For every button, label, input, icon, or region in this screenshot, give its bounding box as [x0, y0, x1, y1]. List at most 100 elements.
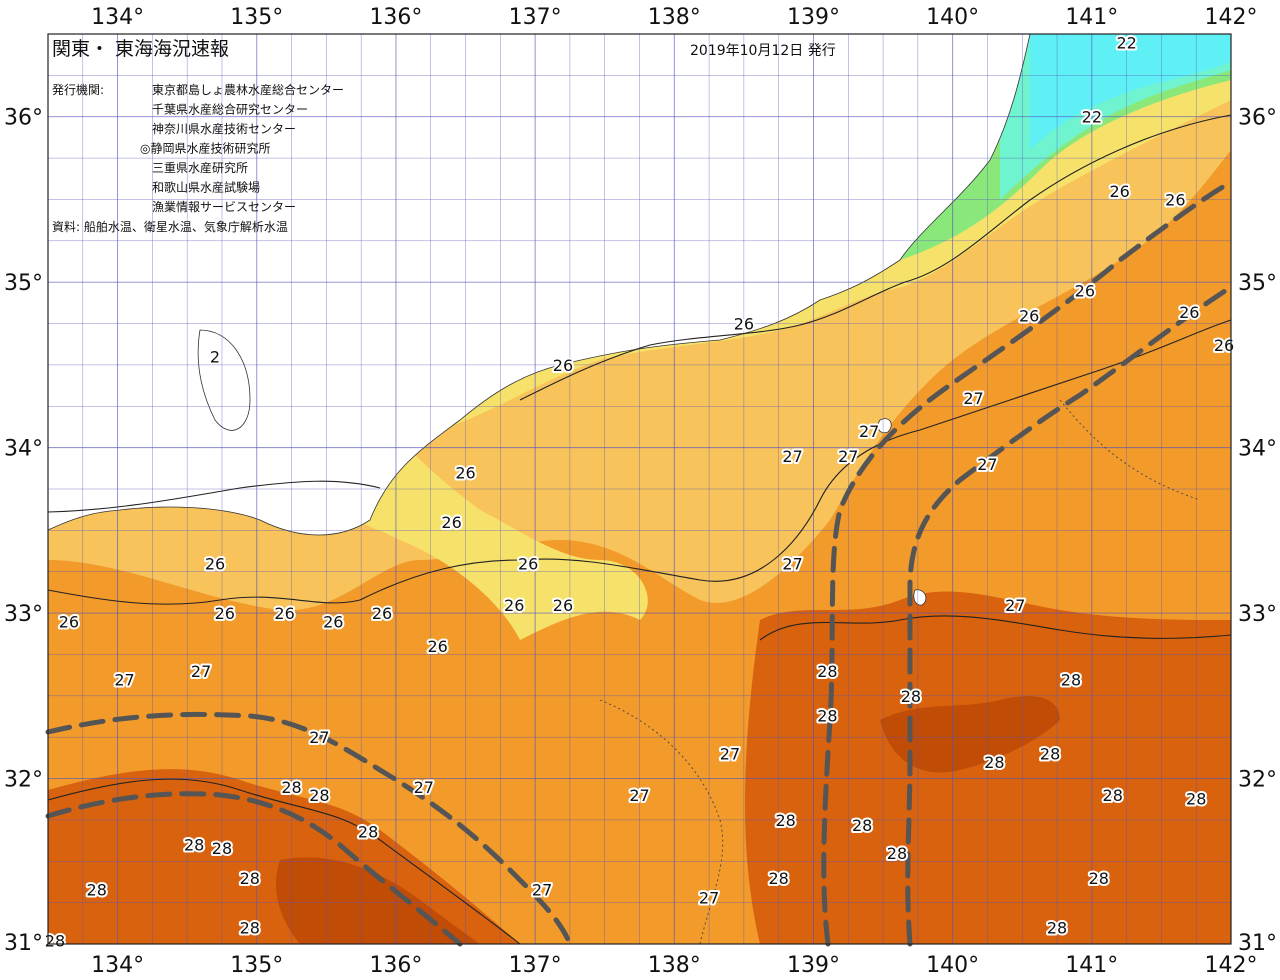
- isotherm-label: 27: [977, 455, 997, 474]
- isotherm-26-north: [47, 114, 1232, 513]
- isotherm-label: 28: [281, 778, 301, 797]
- land-awaji: [197, 329, 251, 431]
- latitude-tick-label: 35°: [1238, 271, 1277, 296]
- temp-zone-22: [1030, 34, 1231, 150]
- isotherm-label: 26: [1075, 281, 1095, 300]
- latitude-tick-label: 32°: [4, 768, 43, 793]
- longitude-tick-label: 141°: [1065, 953, 1118, 978]
- longitude-tick-label: 136°: [369, 5, 422, 30]
- latitude-axis-left: 36° 35° 34° 33° 32° 31°: [4, 106, 43, 956]
- longitude-tick-label: 138°: [648, 953, 701, 978]
- isotherm-label: 27: [720, 745, 740, 764]
- map-title: 関東・ 東海海況速報: [52, 38, 229, 60]
- publisher-list: 東京都島しょ農林水産総合センター千葉県水産総合研究センター神奈川県水産技術センタ…: [140, 82, 344, 214]
- latitude-tick-label: 31°: [1238, 931, 1277, 956]
- longitude-tick-label: 134°: [91, 5, 144, 30]
- longitude-tick-label: 134°: [91, 953, 144, 978]
- isotherm-label: 26: [553, 356, 573, 375]
- isotherm-label: 26: [205, 554, 225, 573]
- land-honshu: [47, 33, 1031, 536]
- isotherm-label: 26: [1179, 303, 1199, 322]
- isotherm-label: 28: [817, 662, 837, 681]
- isotherm-label: 27: [963, 389, 983, 408]
- isotherm-label: 26: [372, 604, 392, 623]
- isotherm-label: 28: [768, 869, 788, 888]
- temp-zone-28-east: [745, 591, 1231, 944]
- isotherm-label: 28: [817, 707, 837, 726]
- longitude-axis-top: 134° 135° 136° 137° 138° 139° 140° 141° 142°: [91, 5, 1257, 30]
- kuroshio-axis-west-south: [45, 791, 463, 947]
- isotherm-label: 28: [212, 839, 232, 858]
- land-layer: [47, 33, 1031, 606]
- lat-lon-grid: [48, 34, 1231, 944]
- land-island-south: [913, 589, 927, 606]
- plot-frame: [47, 33, 1232, 945]
- longitude-tick-label: 137°: [509, 5, 562, 30]
- isotherm-label: 28: [1089, 869, 1109, 888]
- longitude-tick-label: 135°: [230, 953, 283, 978]
- isotherm-label: 27: [532, 880, 552, 899]
- isotherm-label: 26: [274, 604, 294, 623]
- longitude-tick-label: 140°: [926, 953, 979, 978]
- isotherm-label: 26: [518, 554, 538, 573]
- isotherm-label: 27: [309, 728, 329, 747]
- land-island-east: [877, 418, 892, 434]
- longitude-tick-label: 137°: [509, 953, 562, 978]
- latitude-tick-label: 35°: [4, 271, 43, 296]
- isotherm-label: 28: [184, 836, 204, 855]
- isotherm-lines: [47, 114, 1232, 945]
- isotherm-label: 27: [699, 889, 719, 908]
- temp-zone-29-east: [880, 696, 1060, 773]
- latitude-tick-label: 32°: [1238, 768, 1277, 793]
- isotherm-28-east: [759, 615, 1232, 641]
- isotherm-label: 2: [210, 348, 220, 367]
- longitude-tick-label: 140°: [926, 5, 979, 30]
- isotherm-label: 26: [734, 315, 754, 334]
- publisher-entry: ◎静岡県水産技術研究所: [140, 141, 270, 156]
- latitude-axis-right: 36° 35° 34° 33° 32° 31°: [1238, 106, 1277, 956]
- isotherm-label: 28: [1047, 918, 1067, 937]
- isotherm-label: 22: [1082, 108, 1102, 127]
- temp-zone-29-west: [276, 857, 480, 944]
- isotherm-label: 27: [859, 422, 879, 441]
- isotherm-label: 26: [428, 637, 448, 656]
- isotherm-label: 22: [1116, 33, 1136, 52]
- longitude-tick-label: 139°: [787, 5, 840, 30]
- isotherm-label: 28: [984, 753, 1004, 772]
- isotherm-28-west: [47, 778, 521, 945]
- publisher-entry: 千葉県水産総合研究センター: [152, 102, 308, 117]
- longitude-tick-label: 142°: [1205, 5, 1258, 30]
- longitude-axis-bottom: 134° 135° 136° 137° 138° 139° 140° 141° 142°: [91, 953, 1257, 978]
- isotherm-label: 28: [309, 786, 329, 805]
- latitude-tick-label: 36°: [4, 106, 43, 131]
- kuroshio-axis-lines: [45, 179, 1234, 947]
- issue-date: 2019年10月12日 発行: [690, 43, 836, 59]
- isotherm-label: 28: [901, 687, 921, 706]
- isotherm-label: 28: [1061, 670, 1081, 689]
- longitude-tick-label: 139°: [787, 953, 840, 978]
- isotherm-label: 28: [1040, 745, 1060, 764]
- isotherm-label: 27: [629, 786, 649, 805]
- longitude-tick-label: 135°: [230, 5, 283, 30]
- isotherm-label: 28: [240, 918, 260, 937]
- isotherm-label: 28: [775, 811, 795, 830]
- longitude-tick-label: 136°: [369, 953, 422, 978]
- isotherm-label: 26: [1109, 182, 1129, 201]
- longitude-tick-label: 138°: [648, 5, 701, 30]
- isotherm-label: 27: [782, 447, 802, 466]
- isotherm-label: 26: [1214, 336, 1234, 355]
- isotherm-label: 26: [553, 596, 573, 615]
- isotherm-label: 26: [215, 604, 235, 623]
- longitude-tick-label: 142°: [1205, 953, 1258, 978]
- isotherm-label: 27: [191, 662, 211, 681]
- publisher-entry: 三重県水産研究所: [152, 160, 248, 175]
- isotherm-label: 28: [1186, 789, 1206, 808]
- kuroshio-axis-east-south: [905, 284, 1234, 947]
- latitude-tick-label: 33°: [1238, 602, 1277, 627]
- isotherm-label: 26: [1019, 306, 1039, 325]
- latitude-tick-label: 31°: [4, 931, 43, 956]
- isotherm-label: 27: [838, 447, 858, 466]
- kuroshio-axis-east-north: [821, 179, 1234, 947]
